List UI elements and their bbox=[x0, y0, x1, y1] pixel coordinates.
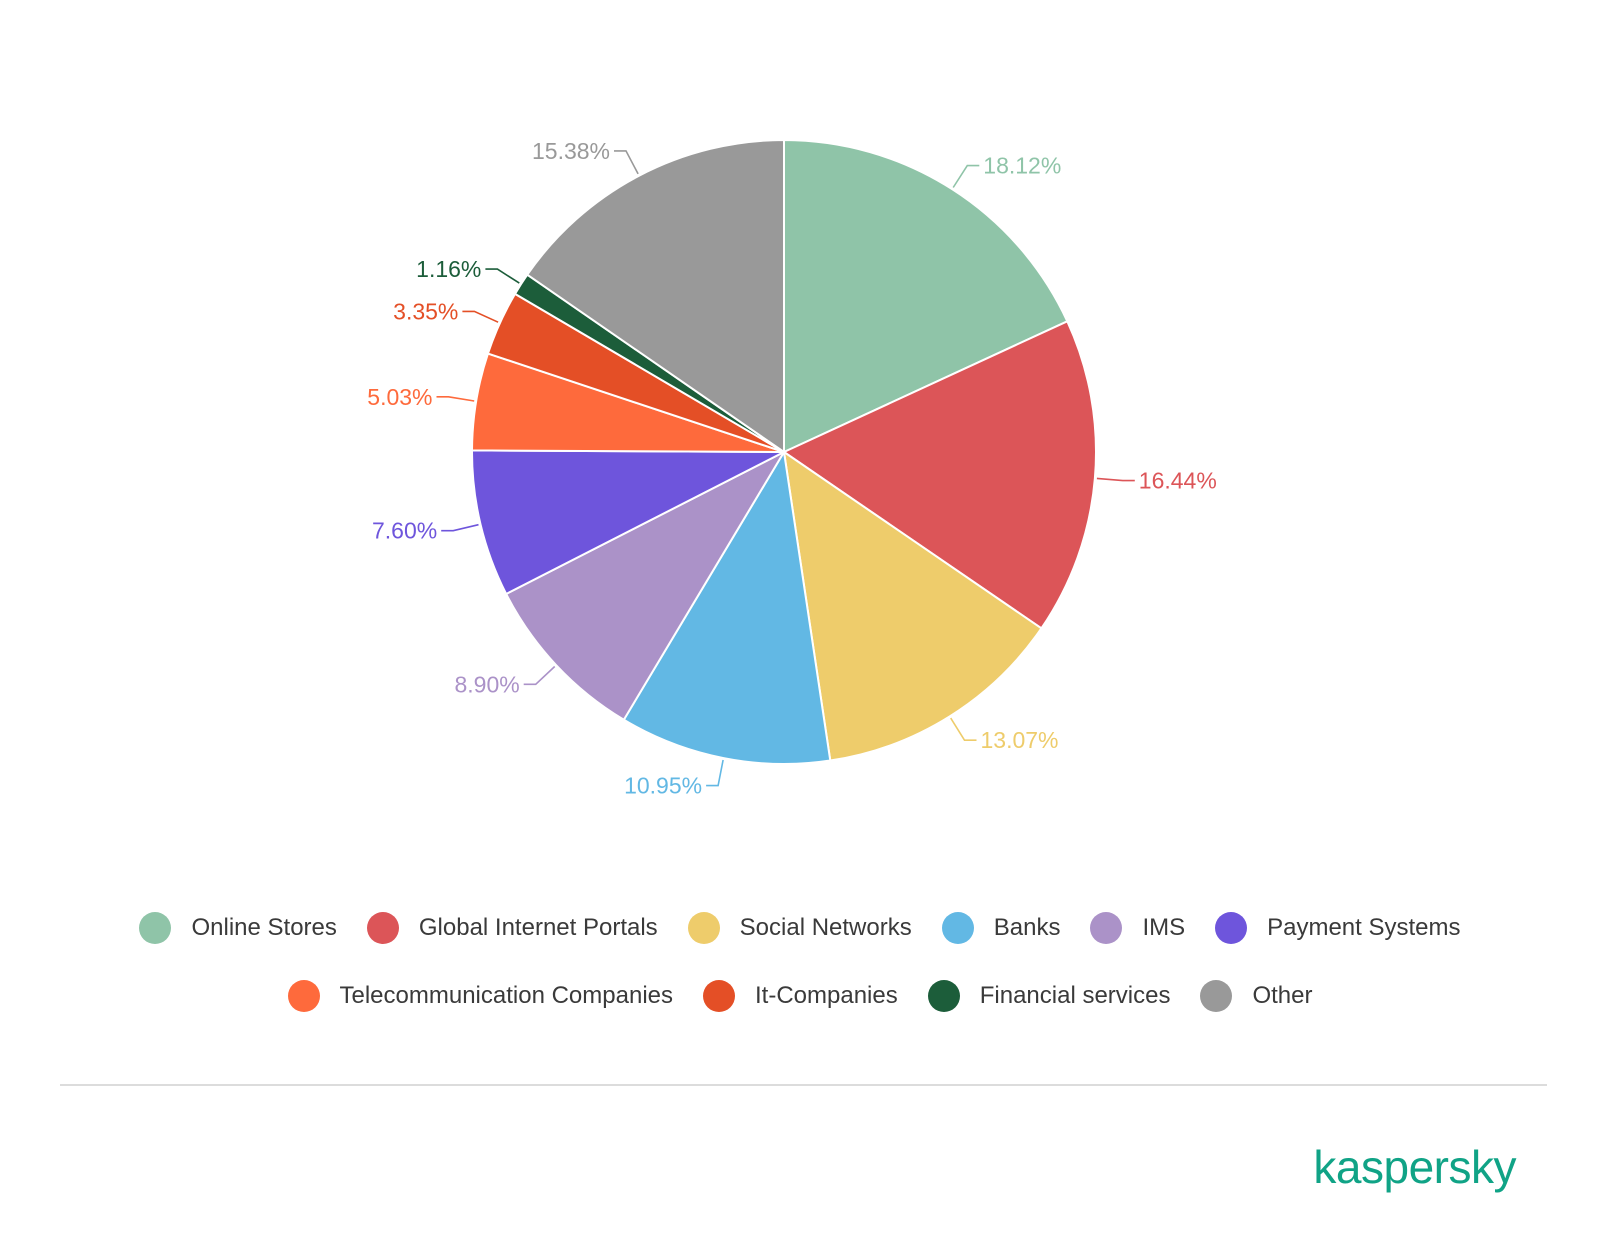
legend-item-ims: IMS bbox=[1090, 912, 1185, 944]
legend-label-online-stores: Online Stores bbox=[191, 914, 337, 941]
pie-slice-online-stores bbox=[783, 139, 1069, 453]
legend-swatch-global-internet-portals bbox=[366, 912, 399, 944]
legend-label-banks: Banks bbox=[993, 914, 1061, 941]
leader-line-banks bbox=[706, 759, 724, 787]
leader-line-telecommunication-companies bbox=[436, 395, 475, 402]
legend-row-1: Online Stores Global Internet Portals So… bbox=[0, 912, 1600, 944]
data-label-online-stores: 18.12% bbox=[983, 153, 1061, 179]
pie-slice-banks bbox=[622, 451, 832, 765]
leader-line-it-companies bbox=[462, 310, 499, 323]
pie-label-leaders bbox=[436, 150, 1135, 787]
legend-swatch-payment-systems bbox=[1215, 912, 1248, 944]
legend-item-social-networks: Social Networks bbox=[687, 912, 912, 944]
data-label-banks: 10.95% bbox=[624, 773, 702, 799]
legend-item-telecommunication-companies: Telecommunication Companies bbox=[287, 980, 674, 1012]
legend-label-social-networks: Social Networks bbox=[739, 914, 912, 941]
legend-label-payment-systems: Payment Systems bbox=[1267, 914, 1461, 941]
legend-swatch-social-networks bbox=[687, 912, 720, 944]
legend-item-banks: Banks bbox=[941, 912, 1061, 944]
legend-label-global-internet-portals: Global Internet Portals bbox=[418, 914, 658, 941]
data-label-other: 15.38% bbox=[532, 138, 610, 164]
kaspersky-logo: kaspersky bbox=[1313, 1141, 1516, 1193]
legend-item-other: Other bbox=[1200, 980, 1313, 1012]
legend-item-it-companies: It-Companies bbox=[703, 980, 898, 1012]
legend-item-financial-services: Financial services bbox=[927, 980, 1171, 1012]
pie-slice-other bbox=[526, 139, 785, 453]
pie-slice-social-networks bbox=[783, 451, 1043, 762]
legend-label-other: Other bbox=[1252, 982, 1313, 1009]
leader-line-social-networks bbox=[950, 717, 977, 742]
legend-swatch-banks bbox=[941, 912, 974, 944]
leader-line-global-internet-portals bbox=[1096, 477, 1135, 482]
legend-swatch-financial-services bbox=[927, 980, 960, 1012]
leader-line-financial-services bbox=[485, 268, 520, 284]
leader-line-ims bbox=[523, 665, 556, 686]
legend-item-payment-systems: Payment Systems bbox=[1215, 912, 1461, 944]
legend-row-2: Telecommunication Companies It-Companies… bbox=[0, 980, 1600, 1012]
data-label-telecommunication-companies: 5.03% bbox=[367, 384, 432, 410]
pie-data-labels: 18.12% 16.44% 13.07% 10.95% 8.90% 7.60% 5.03% 3… bbox=[367, 138, 1217, 799]
legend-label-telecommunication-companies: Telecommunication Companies bbox=[339, 982, 674, 1009]
pie-chart: 18.12% 16.44% 13.07% 10.95% 8.90% 7.60% 5.03% 3… bbox=[367, 138, 1217, 799]
legend-label-it-companies: It-Companies bbox=[755, 982, 898, 1009]
pie-slice-ims bbox=[505, 451, 785, 721]
data-label-payment-systems: 7.60% bbox=[372, 518, 437, 544]
pie-slice-payment-systems bbox=[470, 449, 785, 595]
legend-label-financial-services: Financial services bbox=[979, 982, 1171, 1009]
legend-swatch-it-companies bbox=[703, 980, 735, 1012]
legend-label-ims: IMS bbox=[1142, 914, 1186, 941]
data-label-it-companies: 3.35% bbox=[393, 298, 458, 324]
legend-swatch-other bbox=[1200, 980, 1233, 1012]
pie-slices bbox=[470, 139, 1097, 765]
leader-line-online-stores bbox=[952, 164, 980, 188]
footer-divider bbox=[60, 1084, 1547, 1086]
data-label-global-internet-portals: 16.44% bbox=[1139, 468, 1217, 494]
leader-line-other bbox=[614, 150, 639, 175]
data-label-social-networks: 13.07% bbox=[981, 727, 1059, 753]
data-label-financial-services: 1.16% bbox=[416, 256, 481, 282]
pie-slice-global-internet-portals bbox=[783, 320, 1097, 630]
leader-line-payment-systems bbox=[441, 523, 479, 532]
legend-swatch-ims bbox=[1090, 912, 1123, 944]
legend-swatch-telecommunication-companies bbox=[287, 980, 320, 1012]
legend-swatch-online-stores bbox=[139, 912, 172, 944]
legend-item-online-stores: Online Stores bbox=[139, 912, 337, 944]
data-label-ims: 8.90% bbox=[454, 671, 519, 697]
legend-item-global-internet-portals: Global Internet Portals bbox=[366, 912, 658, 944]
